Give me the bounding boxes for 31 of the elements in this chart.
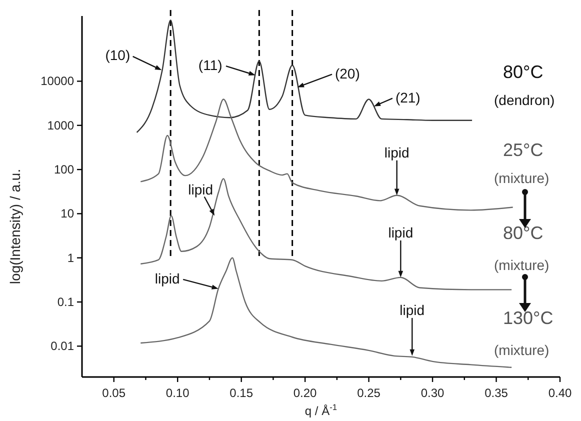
annotation: lipid bbox=[388, 224, 414, 240]
text: 0.40 bbox=[548, 386, 572, 400]
y-tick-label: 10 bbox=[60, 206, 74, 221]
text: 0.15 bbox=[230, 386, 254, 400]
text: 0.20 bbox=[293, 386, 317, 400]
x-tick-label: 0.05 bbox=[102, 386, 126, 400]
text: 0.10 bbox=[166, 386, 190, 400]
series-label: 80°C (mixture) bbox=[494, 223, 550, 273]
x-tick-label: 0.35 bbox=[484, 386, 508, 400]
annotation: lipid bbox=[400, 302, 425, 318]
y-axis-title: log(Intensity) / a.u. bbox=[7, 168, 23, 284]
annotation: (20) bbox=[334, 65, 360, 82]
annotation: lipid bbox=[154, 270, 180, 287]
y-tick-label: 0.01 bbox=[50, 339, 74, 354]
series-label: 25°C (mixture) bbox=[494, 140, 550, 186]
annotation: lipid bbox=[384, 144, 410, 160]
y-tick-label: 1000 bbox=[47, 118, 74, 132]
y-tick-label: 0.1 bbox=[57, 294, 74, 309]
x-tick-label: 0.25 bbox=[357, 386, 381, 400]
annotation: lipid bbox=[188, 182, 214, 198]
annotation: (11) bbox=[198, 57, 222, 74]
annotation: (21) bbox=[395, 89, 420, 106]
x-axis-title: q / Å$^{-1}$ bbox=[304, 402, 338, 418]
y-tick-label: 10000 bbox=[40, 74, 74, 88]
y-tick-label: 1 bbox=[67, 250, 74, 265]
text: 0.30 bbox=[420, 386, 444, 400]
series-label: 80°C (dendron) bbox=[494, 62, 555, 108]
y-tick-label: 100 bbox=[54, 162, 74, 177]
series-label: 130°C (mixture) bbox=[494, 308, 554, 358]
annotation: (10) bbox=[105, 47, 130, 64]
line-series bbox=[136, 20, 473, 134]
